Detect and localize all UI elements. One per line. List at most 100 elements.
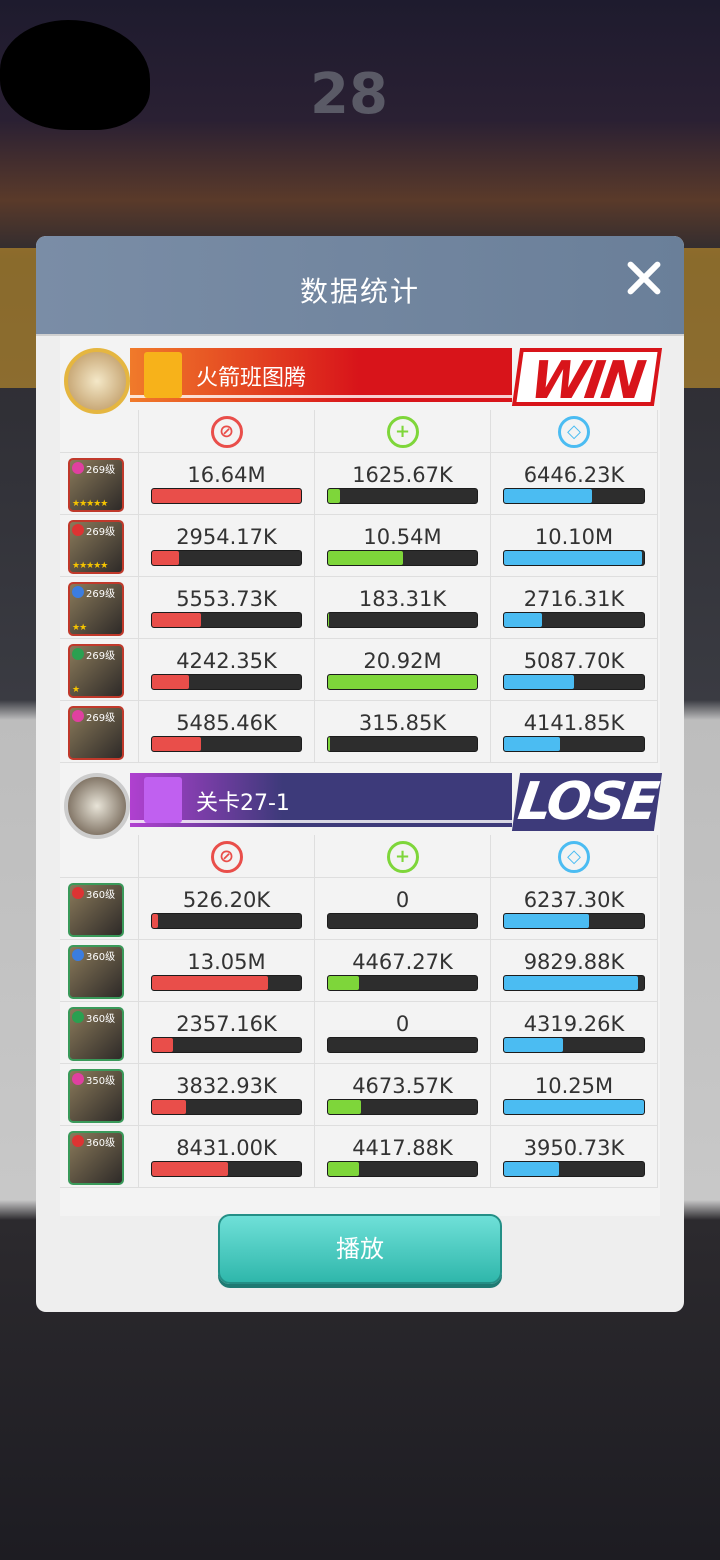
defense-bar-fill	[504, 1162, 559, 1176]
heal-value: 183.31K	[358, 587, 447, 611]
stats-header-row: ⊘ + ◇	[60, 835, 658, 878]
heal-bar-fill	[328, 1100, 361, 1114]
team-flag-icon	[144, 777, 182, 823]
heal-bar	[327, 550, 478, 566]
dialog-title: 数据统计	[299, 275, 420, 308]
damage-cell: 8431.00K	[138, 1126, 314, 1187]
hero-level: 269级	[86, 713, 116, 724]
faction-icon	[72, 524, 84, 536]
play-button[interactable]: 播放	[218, 1214, 502, 1284]
defense-cell: 2716.31K	[490, 577, 658, 638]
team-flag-icon	[144, 352, 182, 398]
heal-cell: 4673.57K	[314, 1064, 490, 1125]
defense-value: 4141.85K	[523, 711, 625, 735]
plus-icon: +	[386, 841, 419, 873]
hero-row: 269级 ★★ 5553.73K 183.31K 2716.31K	[60, 577, 658, 639]
hero-portrait[interactable]: 269级 ★	[68, 644, 124, 698]
damage-value: 16.64M	[187, 463, 266, 487]
damage-value: 5485.46K	[176, 711, 277, 735]
hero-row: 269级 ★ 4242.35K 20.92M 5087.70K	[60, 639, 658, 701]
defense-cell: 9829.88K	[490, 940, 658, 1001]
damage-bar	[151, 488, 302, 504]
damage-cell: 2357.16K	[138, 1002, 314, 1063]
hero-portrait[interactable]: 269级 ★★★★★	[68, 520, 124, 574]
damage-cell: 2954.17K	[138, 515, 314, 576]
shield-icon: ◇	[558, 416, 590, 448]
hero-portrait[interactable]: 360级	[68, 1007, 124, 1061]
hero-level: 360级	[86, 1014, 116, 1025]
hero-level: 360级	[86, 952, 116, 963]
defense-value: 6237.30K	[523, 888, 625, 912]
damage-bar-fill	[152, 914, 158, 928]
damage-cell: 3832.93K	[138, 1064, 314, 1125]
hero-portrait[interactable]: 360级	[68, 945, 124, 999]
defense-value: 3950.73K	[523, 1136, 625, 1160]
team-banner: 火箭班图腾 WIN	[60, 348, 663, 414]
hero-level: 269级	[86, 527, 116, 538]
hero-row: 269级 5485.46K 315.85K 4141.85K	[60, 701, 658, 763]
defense-value: 5087.70K	[523, 649, 625, 673]
hero-portrait[interactable]: 350级	[68, 1069, 124, 1123]
hero-portrait[interactable]: 269级	[68, 706, 124, 760]
team-name: 火箭班图腾	[196, 366, 307, 391]
hero-level: 360级	[86, 890, 116, 901]
defense-cell: 3950.73K	[490, 1126, 658, 1187]
dialog-header: 数据统计	[36, 236, 684, 336]
damage-bar	[151, 1161, 302, 1177]
plus-icon: +	[386, 416, 419, 448]
result-label: WIN	[511, 348, 663, 411]
team-banner: 关卡27-1 LOSE	[60, 772, 663, 839]
defense-bar	[503, 488, 645, 504]
hero-portrait[interactable]: 360级	[68, 1131, 124, 1185]
heal-cell: 4467.27K	[314, 940, 490, 1001]
heal-bar-fill	[328, 737, 331, 751]
damage-bar	[151, 550, 302, 566]
defense-bar	[503, 612, 645, 628]
damage-bar	[151, 1099, 302, 1115]
faction-icon	[72, 462, 84, 474]
heal-value: 1625.67K	[352, 463, 453, 487]
hero-level: 269级	[86, 465, 116, 476]
damage-cell: 16.64M	[138, 453, 314, 514]
close-button[interactable]	[624, 258, 664, 298]
stats-header-row: ⊘ + ◇	[60, 410, 658, 453]
damage-value: 2357.16K	[176, 1012, 277, 1036]
defense-bar-fill	[504, 737, 560, 751]
hero-portrait[interactable]: 360级	[68, 883, 124, 937]
heal-value: 0	[395, 1012, 410, 1036]
team-name-bar	[130, 348, 512, 402]
team-avatar	[64, 773, 130, 839]
damage-bar	[151, 1037, 302, 1053]
faction-icon	[72, 1135, 84, 1147]
hero-level: 269级	[86, 589, 116, 600]
background-round-number: 28	[310, 62, 388, 127]
heal-bar	[327, 488, 478, 504]
damage-value: 2954.17K	[176, 525, 277, 549]
defense-value: 10.10M	[534, 525, 614, 549]
faction-icon	[72, 648, 84, 660]
defense-cell: 4319.26K	[490, 1002, 658, 1063]
heal-value: 10.54M	[363, 525, 442, 549]
heal-value: 4673.57K	[352, 1074, 453, 1098]
defense-bar-fill	[504, 1100, 644, 1114]
defense-cell: 5087.70K	[490, 639, 658, 700]
hero-portrait[interactable]: 269级 ★★★★★	[68, 458, 124, 512]
result-label: LOSE	[511, 772, 663, 832]
damage-cell: 5485.46K	[138, 701, 314, 762]
defense-value: 2716.31K	[523, 587, 625, 611]
damage-bar	[151, 913, 302, 929]
defense-bar-fill	[504, 976, 639, 990]
defense-cell: 6446.23K	[490, 453, 658, 514]
hero-row: 360级 526.20K 0 6237.30K	[60, 878, 658, 940]
defense-bar	[503, 913, 645, 929]
damage-bar-fill	[152, 1038, 173, 1052]
defense-cell: 10.10M	[490, 515, 658, 576]
defense-value: 4319.26K	[523, 1012, 625, 1036]
heal-bar	[327, 1099, 478, 1115]
damage-cell: 5553.73K	[138, 577, 314, 638]
hero-portrait[interactable]: 269级 ★★	[68, 582, 124, 636]
heal-cell: 1625.67K	[314, 453, 490, 514]
heal-bar-fill	[328, 613, 330, 627]
heal-bar-fill	[328, 489, 340, 503]
heal-value: 20.92M	[363, 649, 442, 673]
